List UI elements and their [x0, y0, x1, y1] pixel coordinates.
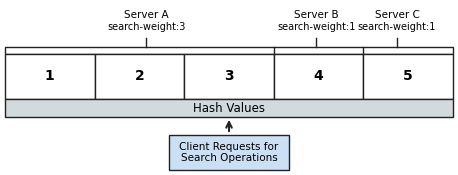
- Text: Server A: Server A: [124, 10, 169, 20]
- Text: 5: 5: [403, 69, 413, 83]
- Text: Client Requests for
Search Operations: Client Requests for Search Operations: [180, 142, 278, 163]
- Bar: [274, 54, 363, 99]
- Text: search-weight:1: search-weight:1: [277, 22, 355, 32]
- Bar: [5, 47, 453, 54]
- Text: 1: 1: [45, 69, 55, 83]
- Text: 4: 4: [314, 69, 323, 83]
- Bar: [5, 54, 95, 99]
- Text: Server B: Server B: [294, 10, 338, 20]
- Text: Hash Values: Hash Values: [193, 102, 265, 114]
- Bar: [5, 99, 453, 117]
- Text: search-weight:1: search-weight:1: [358, 22, 436, 32]
- Text: search-weight:3: search-weight:3: [107, 22, 185, 32]
- Bar: [169, 135, 289, 170]
- Bar: [184, 54, 274, 99]
- Bar: [95, 54, 184, 99]
- Bar: [363, 54, 453, 99]
- Text: 2: 2: [135, 69, 144, 83]
- Text: 3: 3: [224, 69, 234, 83]
- Text: Server C: Server C: [375, 10, 420, 20]
